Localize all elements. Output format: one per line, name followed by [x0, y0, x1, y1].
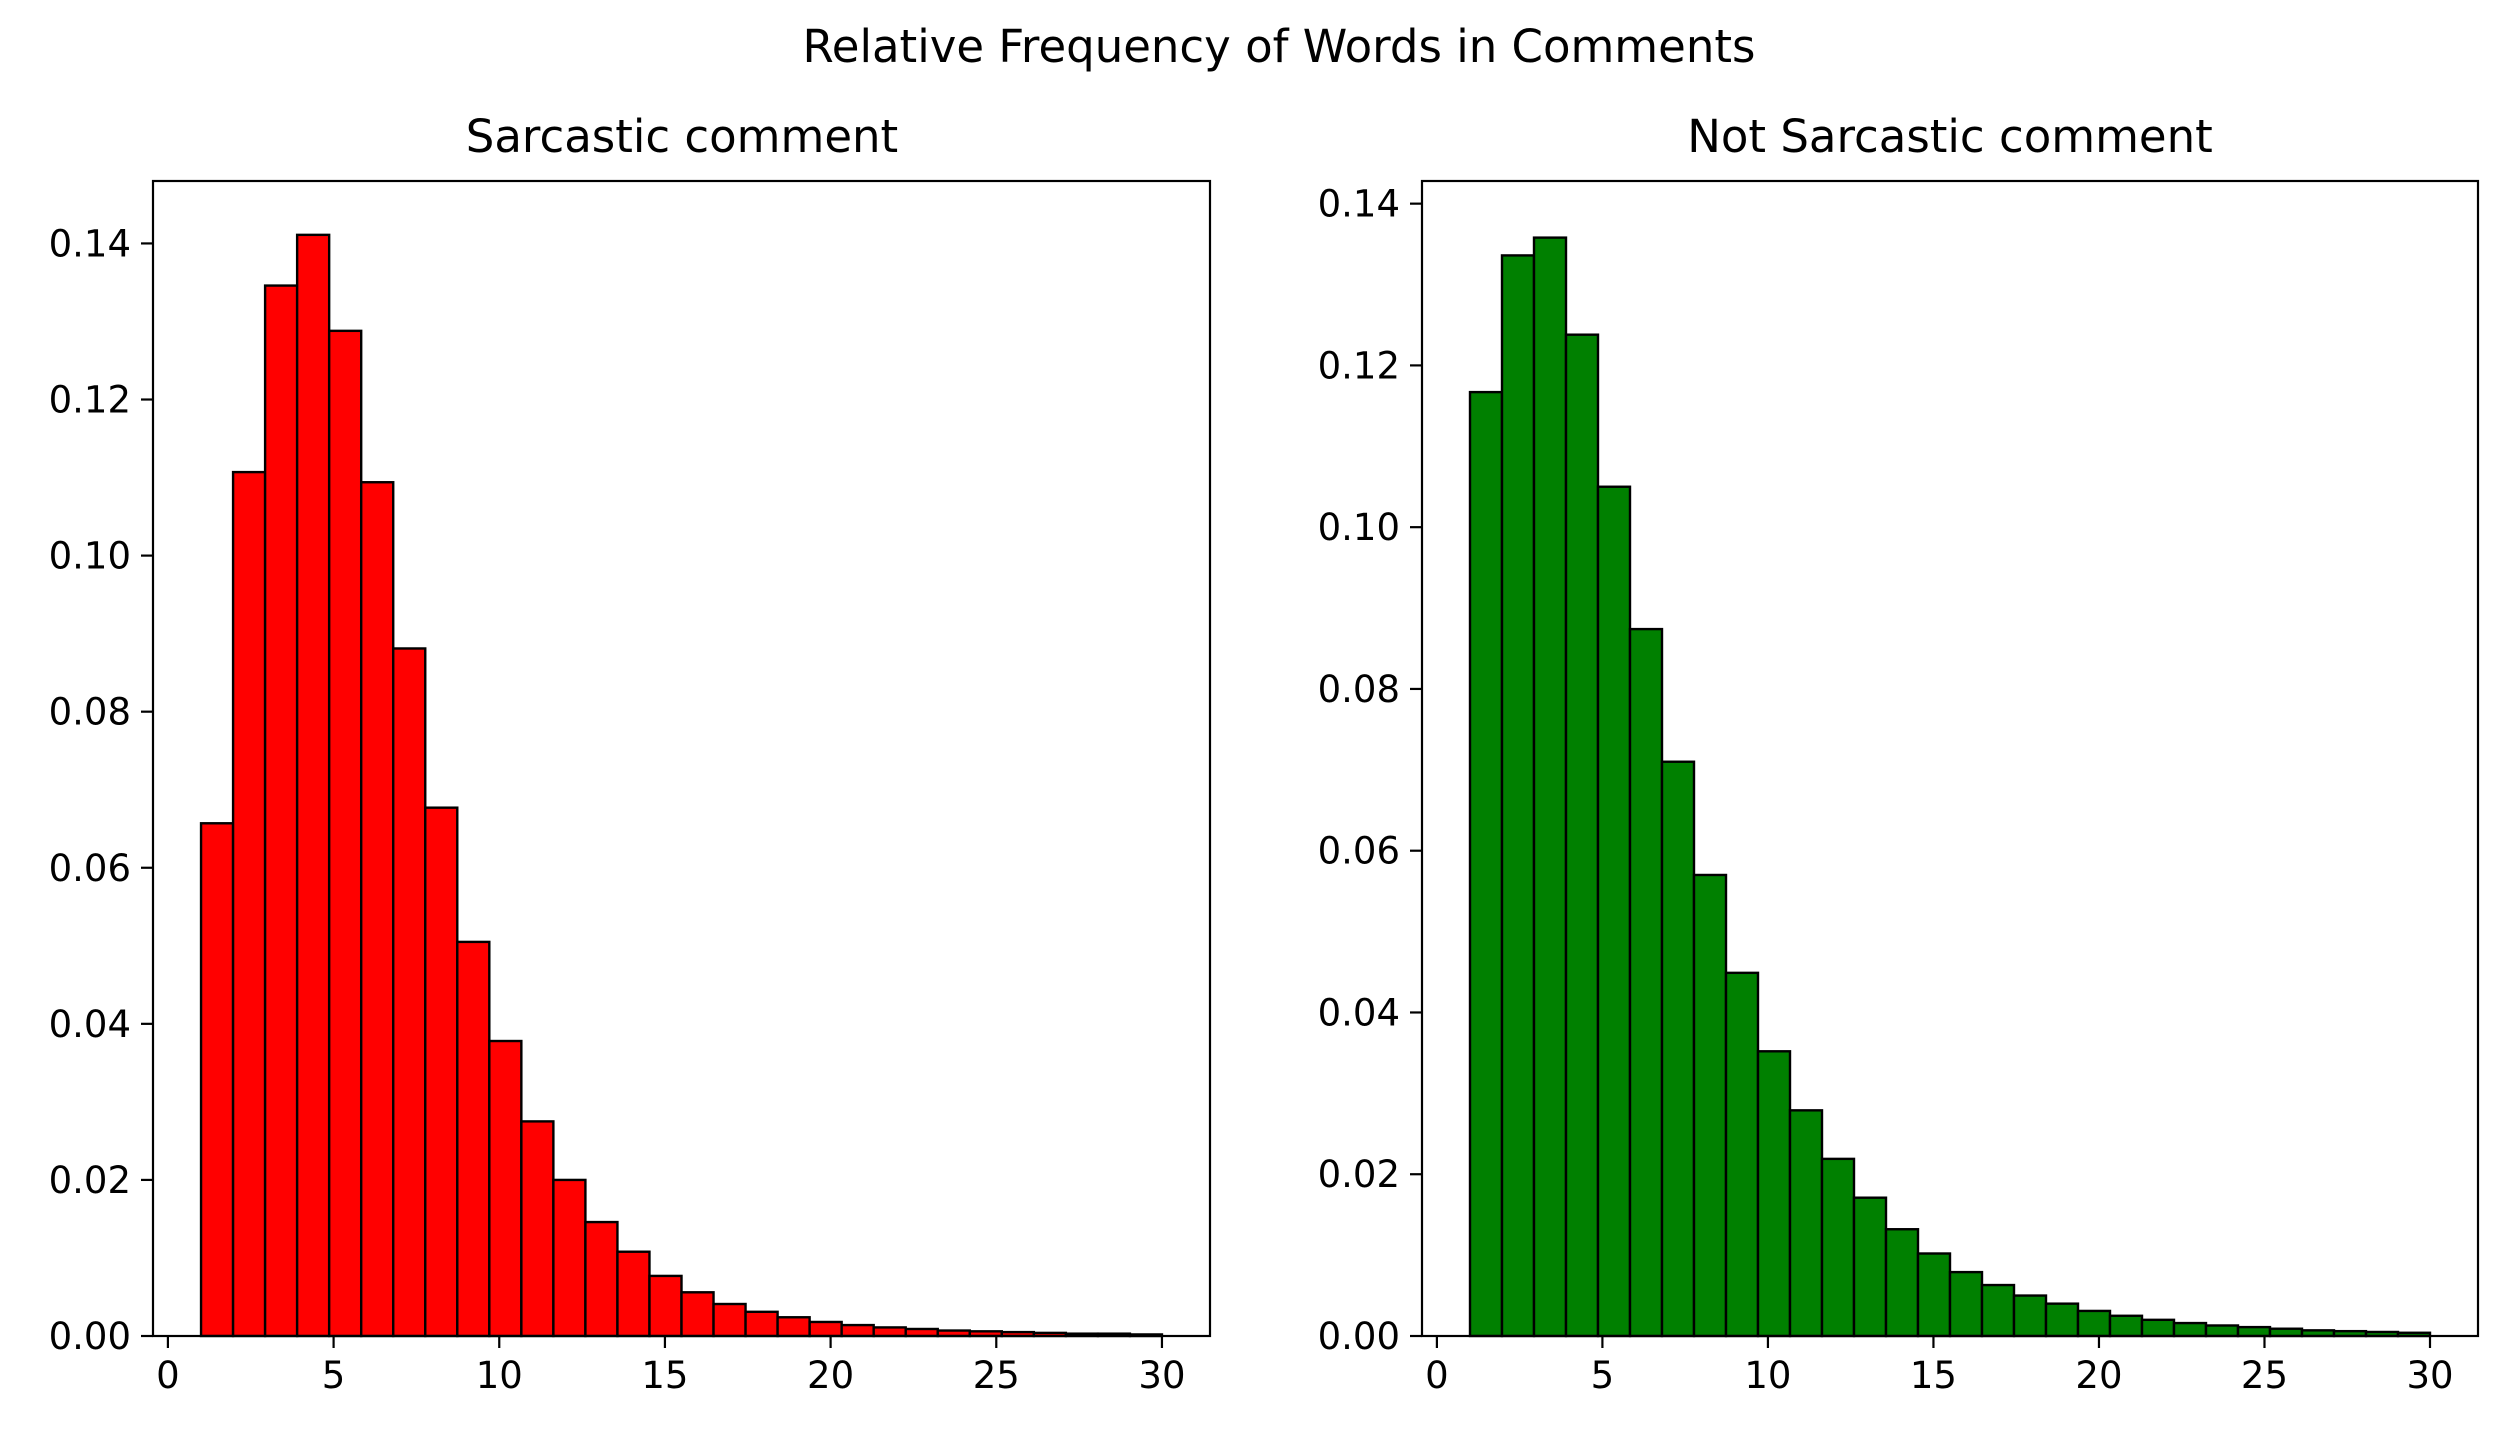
sarcastic-y-tick-label: 0.14 [49, 222, 131, 265]
not-sarcastic-x-tick-label: 10 [1744, 1354, 1791, 1397]
sarcastic-x-tick-label: 15 [641, 1354, 688, 1397]
sarcastic-bar [520, 1120, 555, 1338]
not-sarcastic-bar [1980, 1283, 2016, 1338]
not-sarcastic-histogram: Not Sarcastic comment 0 5 10 15 20 25 30 0.00 0.… [1318, 110, 2480, 1397]
sarcastic-y-tick-label: 0.02 [49, 1159, 131, 1202]
not-sarcastic-bar [1756, 1050, 1792, 1338]
sarcastic-bar [840, 1323, 875, 1338]
sarcastic-x-tick-label: 0 [156, 1354, 180, 1397]
sarcastic-bar [327, 329, 363, 1338]
sarcastic-bar [456, 940, 491, 1338]
sarcastic-bar [424, 806, 459, 1338]
sarcastic-bar [744, 1310, 779, 1338]
sarcastic-y-tick-label: 0.08 [49, 691, 131, 734]
sarcastic-bar [263, 284, 299, 1338]
not-sarcastic-x-tick-label: 30 [2406, 1354, 2453, 1397]
not-sarcastic-y-tick-label: 0.06 [1318, 830, 1400, 873]
not-sarcastic-y-tick-label: 0.10 [1318, 506, 1400, 549]
not-sarcastic-bar [1692, 873, 1728, 1338]
sarcastic-y-tick-label: 0.00 [49, 1315, 131, 1358]
sarcastic-bar [616, 1250, 651, 1338]
not-sarcastic-x-tick-label: 0 [1425, 1354, 1449, 1397]
not-sarcastic-bar [1948, 1270, 1984, 1338]
not-sarcastic-bar [1660, 760, 1696, 1338]
sarcastic-bar [392, 647, 427, 1338]
sarcastic-histogram: Sarcastic comment 0 5 10 15 20 25 30 0.00 0.02 0.… [49, 110, 1212, 1397]
not-sarcastic-x-tick-label: 5 [1591, 1354, 1615, 1397]
not-sarcastic-x-tick-label: 15 [1910, 1354, 1957, 1397]
sarcastic-x-tick-label: 25 [973, 1354, 1020, 1397]
not-sarcastic-bar [1532, 236, 1568, 1338]
not-sarcastic-panel-title: Not Sarcastic comment [1687, 110, 2213, 163]
sarcastic-x-tick-label: 10 [476, 1354, 523, 1397]
sarcastic-y-tick-label: 0.10 [49, 535, 131, 578]
not-sarcastic-bar [2172, 1321, 2208, 1338]
not-sarcastic-y-tick-label: 0.02 [1318, 1153, 1400, 1196]
not-sarcastic-bar [1884, 1228, 1920, 1338]
sarcastic-bar [648, 1274, 683, 1338]
sarcastic-bar [552, 1178, 587, 1338]
sarcastic-x-tick-label: 20 [807, 1354, 854, 1397]
sarcastic-bar [808, 1320, 843, 1338]
not-sarcastic-y-tick-label: 0.04 [1318, 991, 1400, 1034]
not-sarcastic-y-tick-label: 0.14 [1318, 183, 1400, 226]
sarcastic-y-tick-label: 0.04 [49, 1003, 131, 1046]
not-sarcastic-bar [2076, 1309, 2112, 1338]
figure-suptitle: Relative Frequency of Words in Comments [803, 20, 1756, 73]
sarcastic-bar [584, 1220, 619, 1338]
sarcastic-y-tick-label: 0.06 [49, 847, 131, 890]
sarcastic-x-tick-label: 30 [1138, 1354, 1185, 1397]
not-sarcastic-bar [1788, 1109, 1824, 1338]
not-sarcastic-bar [1724, 971, 1760, 1338]
not-sarcastic-x-tick-label: 25 [2241, 1354, 2288, 1397]
not-sarcastic-y-tick-label: 0.00 [1318, 1315, 1400, 1358]
sarcastic-bar [872, 1326, 907, 1338]
not-sarcastic-bar [1852, 1196, 1888, 1338]
not-sarcastic-bar [1500, 254, 1536, 1338]
not-sarcastic-bar [2044, 1302, 2080, 1338]
sarcastic-bar [680, 1291, 715, 1338]
sarcastic-bar [199, 822, 235, 1338]
not-sarcastic-bar [2236, 1325, 2272, 1338]
not-sarcastic-bar [1564, 333, 1600, 1338]
not-sarcastic-y-tick-label: 0.08 [1318, 668, 1400, 711]
sarcastic-bar [359, 481, 395, 1338]
sarcastic-x-tick-label: 5 [322, 1354, 346, 1397]
sarcastic-bar [488, 1039, 523, 1338]
not-sarcastic-bar [2204, 1324, 2240, 1338]
not-sarcastic-bar [1468, 390, 1504, 1338]
sarcastic-bar [776, 1316, 811, 1338]
sarcastic-axes-frame [151, 179, 1212, 1338]
sarcastic-bar [295, 233, 331, 1338]
not-sarcastic-bar [2140, 1318, 2176, 1338]
sarcastic-bar [712, 1302, 747, 1338]
sarcastic-y-tick-label: 0.12 [49, 379, 131, 422]
not-sarcastic-axes-frame [1420, 179, 2480, 1338]
not-sarcastic-bar [1628, 627, 1664, 1338]
not-sarcastic-bar [1596, 485, 1632, 1338]
not-sarcastic-bar [1916, 1252, 1952, 1338]
sarcastic-panel-title: Sarcastic comment [466, 110, 898, 163]
not-sarcastic-y-tick-label: 0.12 [1318, 344, 1400, 387]
not-sarcastic-bar [1820, 1157, 1856, 1338]
not-sarcastic-bar [2012, 1294, 2048, 1338]
not-sarcastic-x-tick-label: 20 [2075, 1354, 2122, 1397]
not-sarcastic-bar [2108, 1314, 2144, 1338]
sarcastic-bar [231, 470, 267, 1338]
